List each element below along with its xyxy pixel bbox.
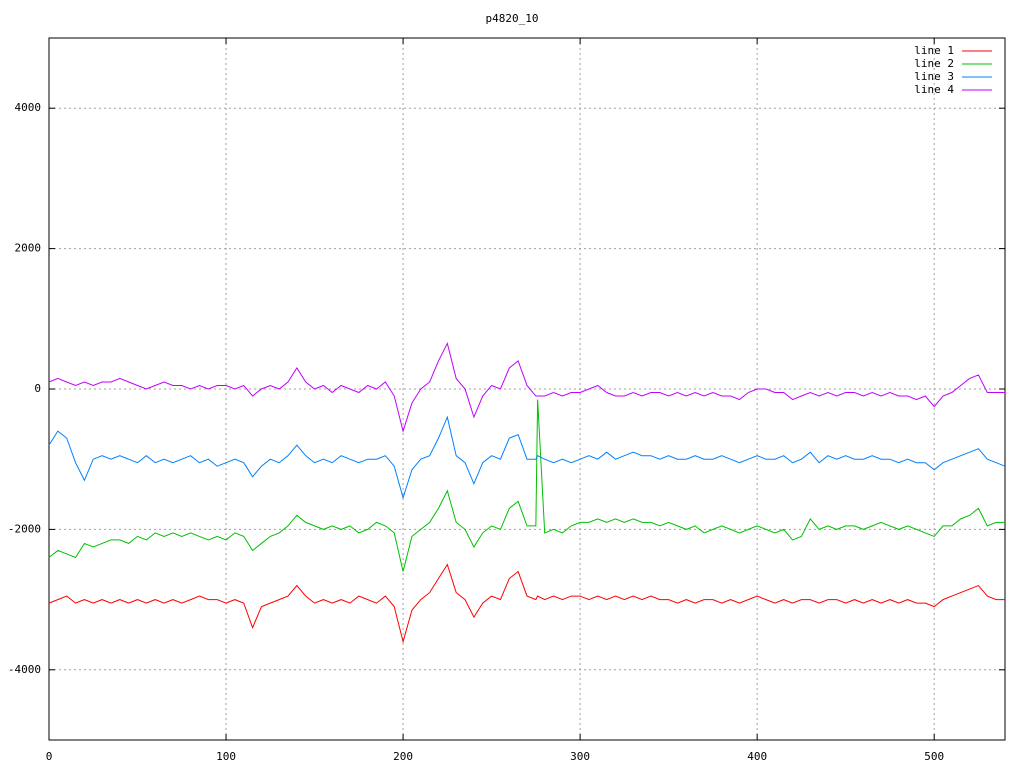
y-tick-label: 2000 xyxy=(15,242,42,255)
y-tick-label: -4000 xyxy=(8,663,41,676)
data-line xyxy=(48,399,1005,572)
legend-label: line 4 xyxy=(914,83,954,96)
x-tick-label: 500 xyxy=(924,750,944,763)
legend-label: line 3 xyxy=(914,70,954,83)
y-tick-label: 0 xyxy=(34,382,41,395)
x-tick-label: 0 xyxy=(46,750,53,763)
legend-label: line 2 xyxy=(914,57,954,70)
x-tick-label: 400 xyxy=(747,750,767,763)
legend-label: line 1 xyxy=(914,44,954,57)
data-line xyxy=(48,415,1006,500)
x-tick-label: 100 xyxy=(216,750,236,763)
chart-title: p4820_10 xyxy=(486,12,539,25)
x-tick-label: 200 xyxy=(393,750,413,763)
y-tick-label: -2000 xyxy=(8,522,41,535)
y-tick-label: 4000 xyxy=(15,101,42,114)
data-line xyxy=(48,341,1005,433)
data-line xyxy=(48,563,1005,644)
plot-border xyxy=(48,37,1006,741)
x-tick-label: 300 xyxy=(570,750,590,763)
